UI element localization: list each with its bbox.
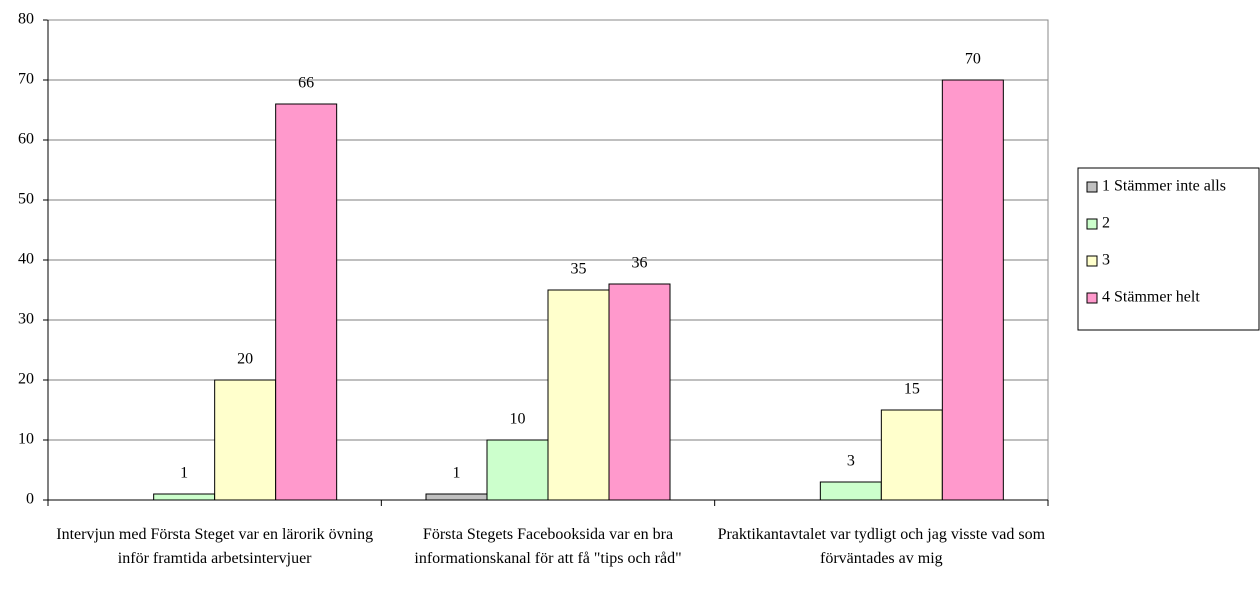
data-label: 10	[510, 411, 526, 428]
y-tick-label: 30	[18, 311, 34, 328]
data-label: 1	[180, 465, 188, 482]
y-tick-label: 50	[18, 191, 34, 208]
bar	[880, 409, 943, 501]
legend-swatch	[1086, 181, 1098, 193]
bar	[425, 493, 488, 501]
x-tick-label: Praktikantavtalet var tydligt och jag vi…	[717, 526, 1046, 567]
legend-label: 4 Stämmer helt	[1102, 289, 1200, 306]
y-tick-label: 60	[18, 131, 34, 148]
x-tick-label: Intervjun med Första Steget var en läror…	[56, 526, 374, 567]
legend-label: 3	[1102, 252, 1110, 269]
data-label: 3	[847, 453, 855, 470]
legend-swatch	[1086, 255, 1098, 267]
data-label: 36	[632, 255, 648, 272]
legend-label: 1 Stämmer inte alls	[1102, 178, 1226, 195]
data-label: 1	[453, 465, 461, 482]
y-tick-label: 20	[18, 371, 34, 388]
bar	[819, 481, 882, 501]
bar	[547, 289, 610, 501]
y-tick-label: 70	[18, 71, 34, 88]
y-tick-label: 40	[18, 251, 34, 268]
x-tick-label: Första Stegets Facebooksida var en bra i…	[414, 526, 682, 567]
data-label: 20	[237, 351, 253, 368]
y-tick-label: 10	[18, 431, 34, 448]
bar	[941, 79, 1004, 501]
bar	[153, 493, 216, 501]
legend-box	[1077, 167, 1260, 331]
y-tick-label: 0	[26, 491, 34, 508]
legend-label: 2	[1102, 215, 1110, 232]
bar	[214, 379, 277, 501]
y-tick-label: 80	[18, 11, 34, 28]
data-label: 66	[298, 75, 314, 92]
bar	[608, 283, 671, 501]
bar	[275, 103, 338, 501]
legend-swatch	[1086, 292, 1098, 304]
data-label: 35	[571, 261, 587, 278]
bar	[486, 439, 549, 501]
data-label: 70	[965, 51, 981, 68]
data-label: 15	[904, 381, 920, 398]
legend-swatch	[1086, 218, 1098, 230]
